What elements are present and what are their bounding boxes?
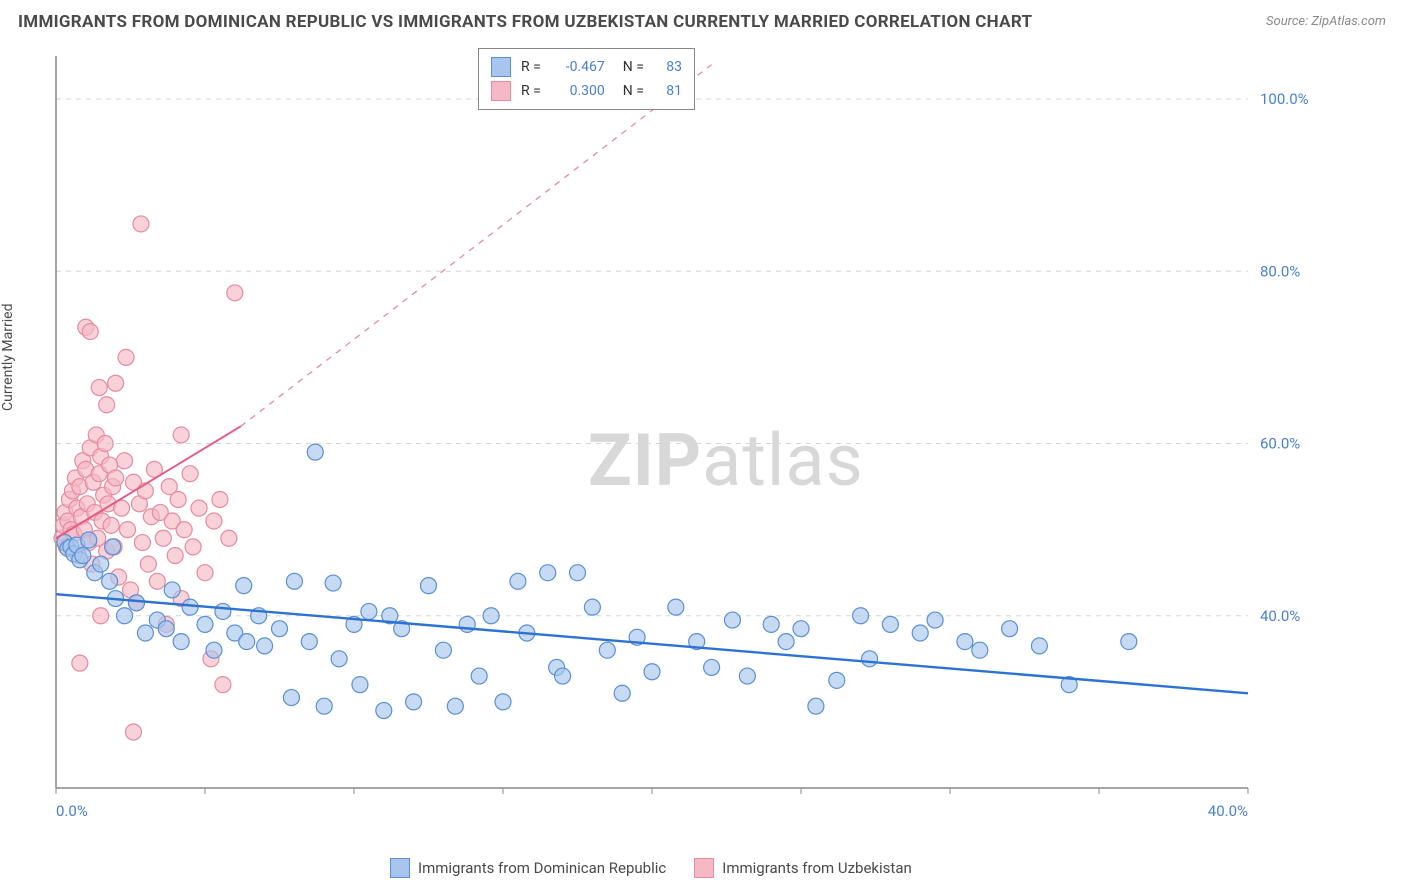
series-swatch-pink <box>694 858 714 878</box>
legend-row-blue: R = -0.467 N = 83 <box>491 55 682 79</box>
legend-r-label: R = <box>521 83 541 99</box>
series-label-pink: Immigrants from Uzbekistan <box>722 859 912 877</box>
svg-text:40.0%: 40.0% <box>1208 802 1248 820</box>
legend-r-label: R = <box>521 59 541 75</box>
legend-swatch-blue <box>491 57 511 77</box>
y-axis-label: Currently Married <box>0 304 16 411</box>
plot-area: 40.0%60.0%80.0%100.0%0.0%40.0% ZIPatlas … <box>48 48 1328 828</box>
series-legend: Immigrants from Dominican Republic Immig… <box>390 858 912 878</box>
source-label: Source: ZipAtlas.com <box>1266 14 1386 29</box>
legend-r-value-pink: 0.300 <box>551 83 605 99</box>
legend-swatch-pink <box>491 81 511 101</box>
legend-n-label: N = <box>623 83 644 99</box>
legend-row-pink: R = 0.300 N = 81 <box>491 79 682 103</box>
scatter-chart: 40.0% 60.0% 80.0% 100.0% 0.0% 40.0% <box>48 48 1328 828</box>
series-legend-item-pink: Immigrants from Uzbekistan <box>694 858 912 878</box>
chart-title: IMMIGRANTS FROM DOMINICAN REPUBLIC VS IM… <box>18 12 1032 32</box>
legend-r-value-blue: -0.467 <box>551 59 605 75</box>
svg-text:80.0%: 80.0% <box>1260 262 1300 280</box>
series-legend-item-blue: Immigrants from Dominican Republic <box>390 858 666 878</box>
svg-text:100.0%: 100.0% <box>1260 90 1309 108</box>
series-swatch-blue <box>390 858 410 878</box>
svg-text:0.0%: 0.0% <box>56 802 88 820</box>
legend-n-value-blue: 83 <box>654 59 682 75</box>
legend-n-value-pink: 81 <box>654 83 682 99</box>
legend-n-label: N = <box>623 59 644 75</box>
svg-text:60.0%: 60.0% <box>1260 435 1300 453</box>
series-label-blue: Immigrants from Dominican Republic <box>418 859 666 877</box>
correlation-legend: R = -0.467 N = 83 R = 0.300 N = 81 <box>478 48 695 110</box>
svg-text:40.0%: 40.0% <box>1260 607 1300 625</box>
